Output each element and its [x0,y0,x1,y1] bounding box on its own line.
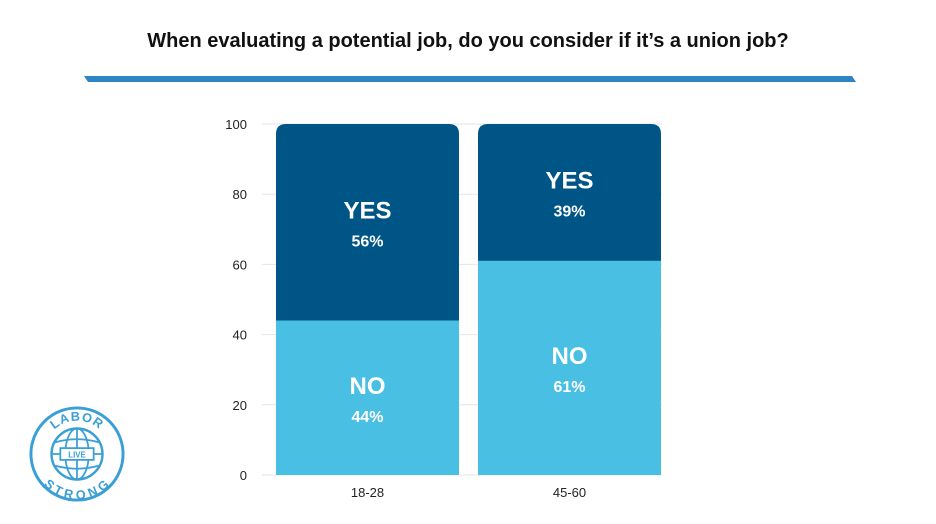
logo-text-live: LIVE [68,450,85,459]
chart-title: When evaluating a potential job, do you … [147,30,789,52]
y-tick-label: 60 [233,257,247,272]
bar-segment-no [478,260,661,475]
segment-series-label: NO [350,373,386,400]
y-tick-label: 40 [233,328,247,343]
logo-text-labor: LABOR [47,409,107,432]
segment-value-label: 39% [553,203,585,220]
y-tick-label: 100 [225,117,247,132]
title-underline [84,76,856,82]
title-underline-bar [84,76,856,82]
segment-value-label: 56% [351,233,383,250]
segment-series-label: NO [552,343,588,370]
y-tick-label: 0 [240,468,247,483]
logo-outer-ring [29,406,125,502]
segment-series-label: YES [545,167,593,194]
bar-segment-no [276,320,459,475]
y-tick-label: 20 [233,398,247,413]
segment-value-label: 61% [553,379,585,396]
labor-live-strong-logo: LIVE LABOR STRONG [29,406,125,502]
segment-value-label: 44% [351,409,383,426]
logo-banner [59,447,95,461]
segment-series-label: YES [343,197,391,224]
x-tick-label: 45-60 [553,485,586,500]
bar-segment-yes [478,124,661,261]
y-tick-label: 80 [233,187,247,202]
x-tick-label: 18-28 [351,485,384,500]
bar-segment-yes [276,124,459,321]
